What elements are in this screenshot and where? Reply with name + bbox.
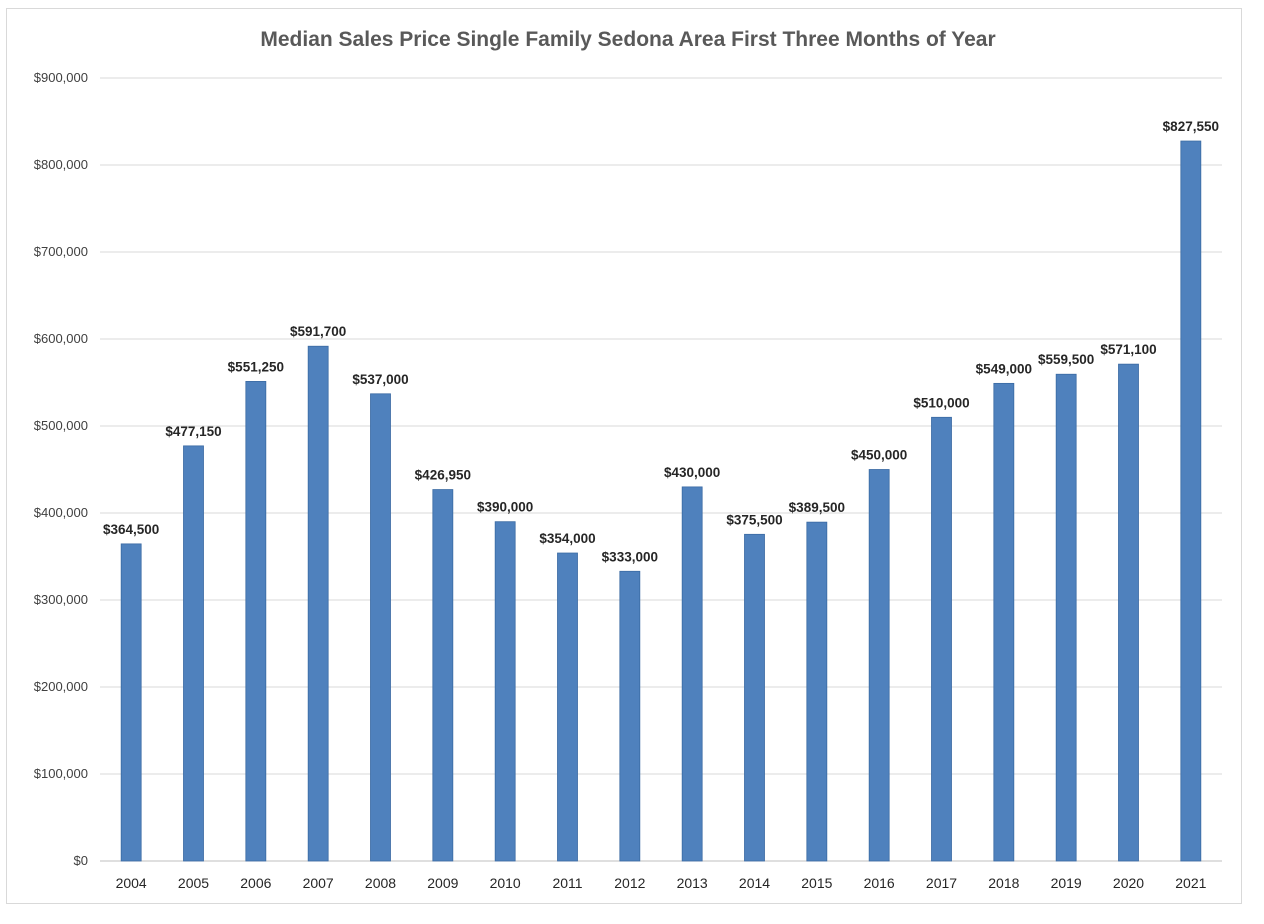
bar-2008 xyxy=(370,393,391,862)
y-tick-label: $900,000 xyxy=(34,70,88,85)
gridlines xyxy=(100,77,1222,862)
data-label: $390,000 xyxy=(477,500,533,515)
bar-2004 xyxy=(120,543,142,862)
y-tick-label: $0 xyxy=(74,853,88,868)
x-tick-label: 2015 xyxy=(801,875,832,891)
y-tick-label: $600,000 xyxy=(34,331,88,346)
x-tick-label: 2021 xyxy=(1175,875,1206,891)
bar-2021 xyxy=(1180,140,1202,862)
bar-2006 xyxy=(245,381,267,862)
data-label: $450,000 xyxy=(851,448,907,463)
y-axis: $0 $100,000 $200,000 $300,000 $400,000 $500,0… xyxy=(34,70,88,868)
y-tick-label: $400,000 xyxy=(34,505,88,520)
bar-2018 xyxy=(993,382,1015,862)
y-tick-label: $800,000 xyxy=(34,157,88,172)
y-tick-label: $700,000 xyxy=(34,244,88,259)
x-tick-label: 2011 xyxy=(552,875,582,891)
data-label: $430,000 xyxy=(664,465,720,480)
data-label: $389,500 xyxy=(789,500,845,515)
bar-2017 xyxy=(931,416,952,862)
data-label: $364,500 xyxy=(103,522,159,537)
data-label: $549,000 xyxy=(976,361,1032,376)
x-tick-label: 2013 xyxy=(677,875,708,891)
data-label: $477,150 xyxy=(165,424,221,439)
x-tick-label: 2012 xyxy=(614,875,645,891)
data-label: $551,250 xyxy=(228,359,284,374)
bar-2011 xyxy=(557,552,578,862)
data-label: $827,550 xyxy=(1163,119,1219,134)
x-tick-label: 2014 xyxy=(739,875,770,891)
bar-2013 xyxy=(681,486,703,862)
bar-2015 xyxy=(806,521,828,862)
bar-2014 xyxy=(744,533,765,862)
bar-2019 xyxy=(1055,373,1077,862)
y-tick-label: $500,000 xyxy=(34,418,88,433)
bar-2012 xyxy=(619,570,641,862)
x-tick-label: 2007 xyxy=(303,875,334,891)
x-tick-label: 2018 xyxy=(988,875,1019,891)
x-tick-label: 2005 xyxy=(178,875,209,891)
data-labels: $364,500 $477,150 $551,250 $591,700 $537,000… xyxy=(103,119,1219,564)
chart-title: Median Sales Price Single Family Sedona … xyxy=(260,28,996,51)
bar-2007 xyxy=(307,345,329,862)
data-label: $591,700 xyxy=(290,324,346,339)
bar-2009 xyxy=(432,489,454,862)
x-tick-label: 2020 xyxy=(1113,875,1144,891)
x-tick-label: 2017 xyxy=(926,875,957,891)
x-tick-label: 2008 xyxy=(365,875,396,891)
x-tick-label: 2004 xyxy=(116,875,147,891)
data-label: $333,000 xyxy=(602,549,658,564)
y-tick-label: $100,000 xyxy=(34,766,88,781)
data-label: $559,500 xyxy=(1038,352,1094,367)
bar-2020 xyxy=(1118,363,1139,862)
bar-2010 xyxy=(494,521,516,862)
data-label: $537,000 xyxy=(352,372,408,387)
x-tick-label: 2009 xyxy=(427,875,458,891)
data-label: $354,000 xyxy=(539,531,595,546)
bar-2005 xyxy=(183,445,204,862)
bar-2016 xyxy=(868,469,890,862)
x-tick-label: 2016 xyxy=(864,875,895,891)
x-tick-label: 2019 xyxy=(1051,875,1082,891)
x-axis: 2004 2005 2006 2007 2008 2009 2010 2011 2012 2013… xyxy=(116,875,1207,891)
data-label: $510,000 xyxy=(913,395,969,410)
bars xyxy=(120,140,1202,862)
y-tick-label: $200,000 xyxy=(34,679,88,694)
x-tick-label: 2010 xyxy=(490,875,521,891)
y-tick-label: $300,000 xyxy=(34,592,88,607)
data-label: $375,500 xyxy=(726,512,782,527)
data-label: $426,950 xyxy=(415,468,471,483)
x-tick-label: 2006 xyxy=(240,875,271,891)
data-label: $571,100 xyxy=(1100,342,1156,357)
